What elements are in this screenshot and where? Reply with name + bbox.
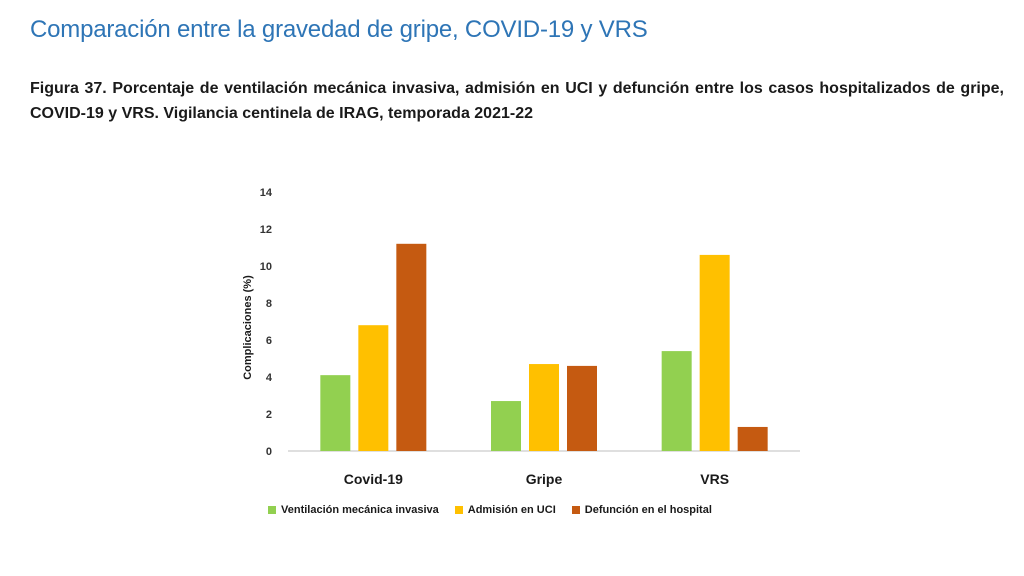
x-category-label: Covid-19 [344, 471, 403, 487]
y-tick-label: 12 [260, 224, 272, 236]
section-title: Comparación entre la gravedad de gripe, … [30, 16, 648, 43]
y-tick-label: 6 [266, 335, 272, 347]
bar [737, 426, 768, 451]
y-axis-ticks: 0 2 4 6 8 10 12 14 [260, 187, 273, 458]
bar [358, 325, 389, 451]
y-axis-title: Complicaciones (%) [242, 275, 254, 380]
bar [529, 364, 559, 451]
y-tick-label: 2 [266, 409, 272, 421]
legend-label: Defunción en el hospital [584, 504, 712, 516]
bar [567, 365, 597, 451]
legend-item: Ventilación mecánica invasiva [268, 504, 439, 516]
bar [396, 243, 427, 451]
y-tick-label: 0 [266, 446, 272, 458]
y-tick-label: 14 [260, 187, 273, 199]
bar [320, 375, 351, 451]
legend-item: Admisión en UCI [454, 504, 556, 516]
legend-swatch [571, 506, 580, 514]
bar [491, 401, 521, 451]
legend: Ventilación mecánica invasiva Admisión en… [268, 504, 712, 516]
bar [661, 351, 692, 451]
category-labels: Covid-19 Gripe VRS [344, 471, 729, 487]
legend-label: Admisión en UCI [467, 504, 556, 516]
legend-label: Ventilación mecánica invasiva [281, 504, 439, 516]
bar [699, 254, 730, 451]
bars-group [320, 243, 768, 451]
y-tick-label: 10 [260, 261, 272, 273]
legend-swatch [268, 506, 276, 514]
legend-swatch [454, 506, 463, 514]
y-tick-label: 4 [266, 372, 273, 384]
x-category-label: Gripe [526, 471, 563, 487]
figure-caption: Figura 37. Porcentaje de ventilación mec… [30, 80, 1004, 122]
x-category-label: VRS [700, 471, 729, 487]
y-tick-label: 8 [266, 298, 272, 310]
legend-item: Defunción en el hospital [571, 504, 712, 516]
